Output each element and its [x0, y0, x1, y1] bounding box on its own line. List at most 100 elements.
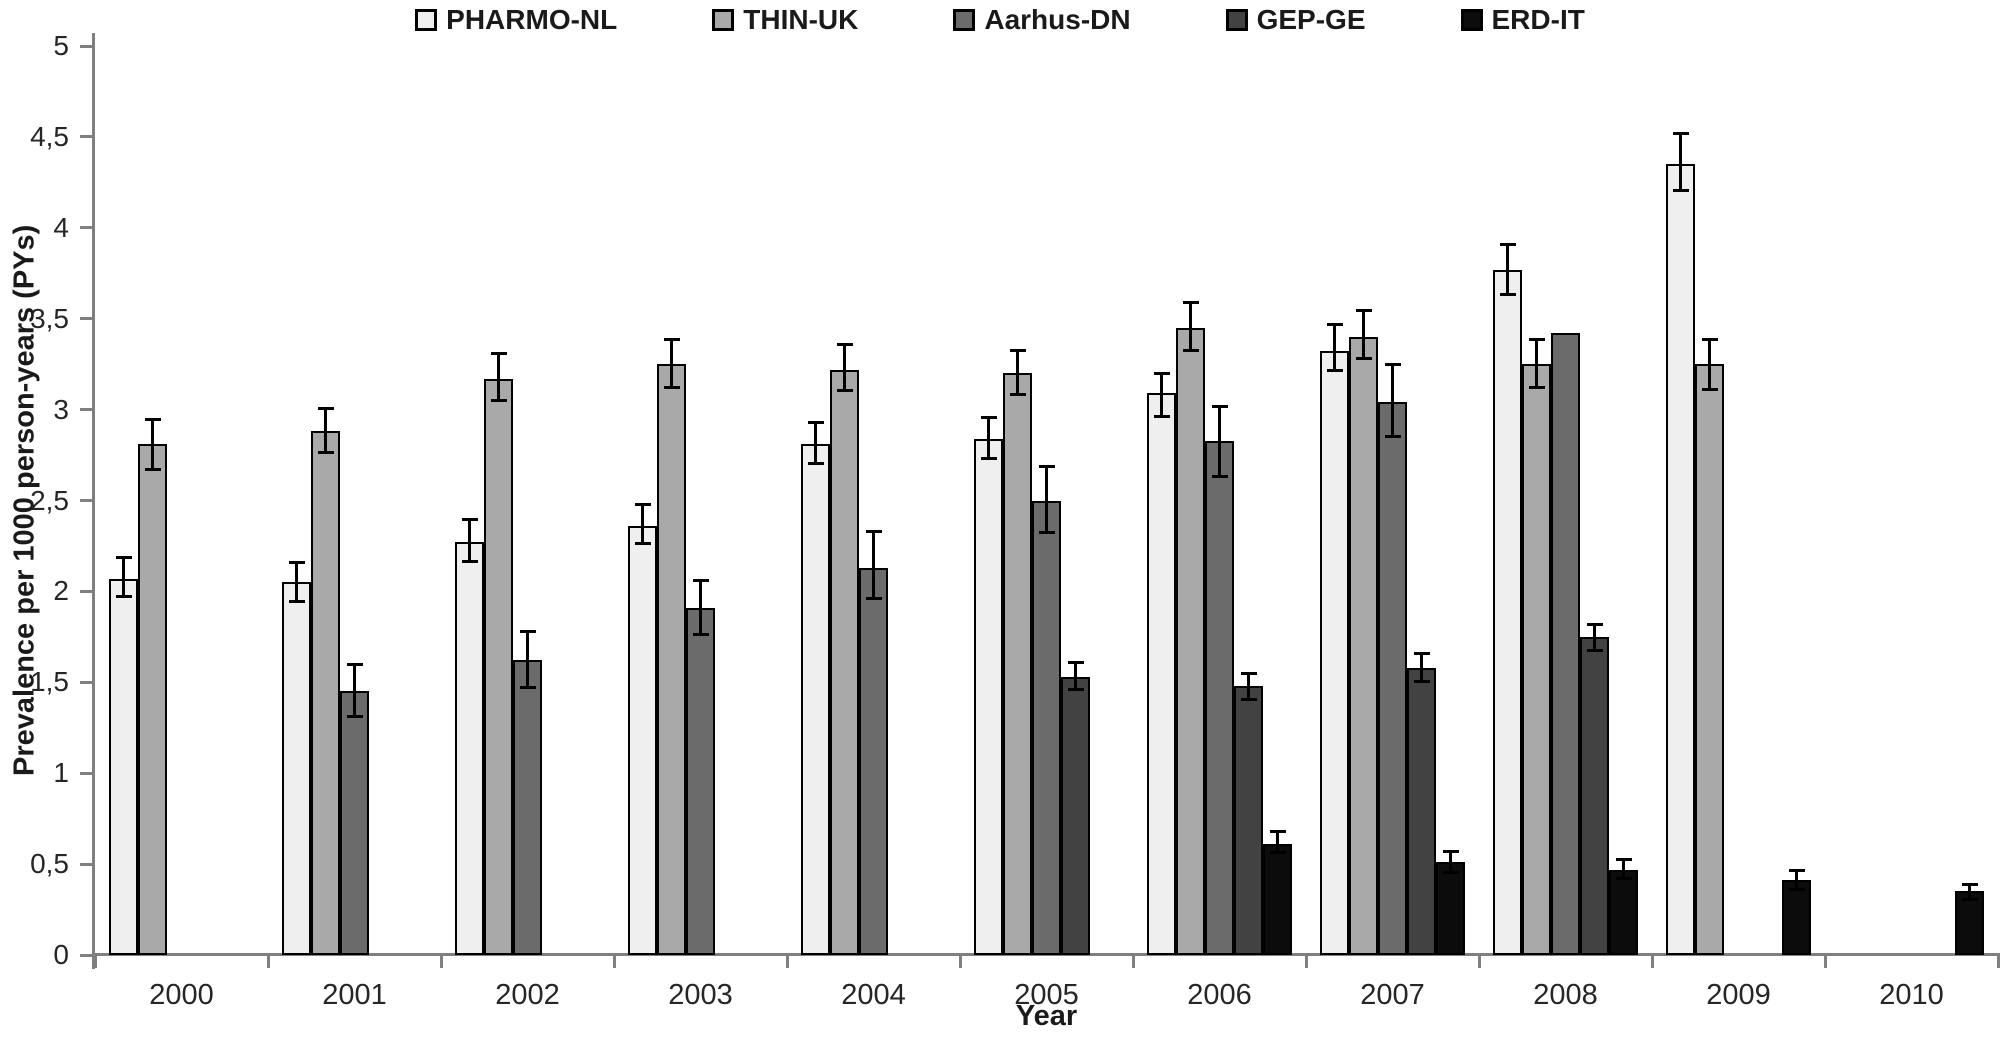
- y-tick: [80, 862, 92, 866]
- bar-THIN-UK-2001: [311, 431, 340, 955]
- bar-PHARMO-NL-2000: [109, 578, 138, 955]
- y-tick-label: 4: [53, 211, 69, 243]
- legend-label: Aarhus-DN: [984, 4, 1131, 35]
- errorbar-line-THIN-UK-2008: [1535, 338, 1538, 388]
- bar-PHARMO-NL-2006: [1147, 393, 1176, 955]
- bar-PHARMO-NL-2002: [455, 542, 484, 955]
- bar-THIN-UK-2002: [484, 378, 513, 955]
- y-tick-label: 0: [53, 939, 69, 970]
- errorbar-cap-bottom-PHARMO-NL-2008: [1499, 293, 1516, 297]
- bar-PHARMO-NL-2003: [628, 525, 657, 955]
- x-tick: [612, 956, 616, 968]
- bar-Aarhus-DN-2003: [686, 607, 715, 955]
- bar-ERD-IT-2007: [1436, 862, 1465, 955]
- errorbar-cap-top-PHARMO-NL-2004: [807, 421, 824, 425]
- errorbar-line-GEP-GE-2008: [1593, 624, 1596, 652]
- legend-item-PHARMO-NL: PHARMO-NL: [415, 4, 617, 36]
- y-tick-label: 4,5: [30, 120, 69, 152]
- y-tick-label: 1,5: [30, 666, 69, 698]
- errorbar-cap-top-PHARMO-NL-2009: [1672, 132, 1689, 136]
- errorbar-line-ERD-IT-2007: [1449, 851, 1452, 874]
- errorbar-cap-top-THIN-UK-2004: [836, 343, 853, 347]
- errorbar-cap-bottom-PHARMO-NL-2000: [115, 594, 132, 598]
- errorbar-line-THIN-UK-2004: [843, 344, 846, 392]
- errorbar-cap-top-ERD-IT-2010: [1961, 883, 1978, 887]
- errorbar-cap-bottom-Aarhus-DN-2004: [865, 596, 882, 600]
- y-tick: [80, 499, 92, 502]
- x-tick: [93, 956, 97, 968]
- x-tick-label: 2004: [841, 979, 906, 1011]
- legend-label: THIN-UK: [743, 4, 859, 35]
- y-tick: [80, 408, 92, 412]
- errorbar-line-ERD-IT-2009: [1795, 869, 1798, 890]
- errorbar-line-Aarhus-DN-2007: [1391, 364, 1394, 437]
- errorbar-cap-bottom-Aarhus-DN-2003: [692, 633, 709, 637]
- errorbar-line-Aarhus-DN-2003: [699, 580, 702, 636]
- legend-item-Aarhus-DN: Aarhus-DN: [953, 4, 1131, 36]
- errorbar-cap-bottom-THIN-UK-2001: [317, 451, 334, 455]
- y-tick-label: 0,5: [30, 848, 69, 880]
- errorbar-line-Aarhus-DN-2006: [1218, 405, 1221, 477]
- legend-swatch-GEP-GE: [1225, 9, 1248, 31]
- x-tick-label: 2005: [1014, 979, 1079, 1011]
- errorbar-cap-bottom-ERD-IT-2006: [1269, 851, 1286, 855]
- errorbar-cap-top-GEP-GE-2008: [1586, 623, 1603, 627]
- y-tick: [80, 771, 92, 775]
- y-tick: [80, 135, 92, 139]
- errorbar-cap-top-PHARMO-NL-2008: [1499, 243, 1516, 247]
- errorbar-line-THIN-UK-2003: [670, 338, 673, 388]
- errorbar-cap-top-THIN-UK-2006: [1182, 301, 1199, 305]
- errorbar-cap-bottom-GEP-GE-2008: [1586, 649, 1603, 653]
- errorbar-cap-top-PHARMO-NL-2007: [1326, 323, 1343, 327]
- errorbar-cap-bottom-PHARMO-NL-2003: [634, 542, 651, 546]
- y-tick: [80, 680, 92, 684]
- errorbar-cap-bottom-GEP-GE-2007: [1413, 680, 1430, 684]
- x-tick-label: 2009: [1706, 979, 1771, 1011]
- legend-label: ERD-IT: [1491, 4, 1585, 35]
- legend-item-THIN-UK: THIN-UK: [712, 4, 858, 36]
- errorbar-cap-bottom-THIN-UK-2005: [1009, 393, 1026, 397]
- errorbar-line-PHARMO-NL-2002: [468, 518, 471, 563]
- errorbar-cap-top-ERD-IT-2009: [1788, 868, 1805, 872]
- errorbar-cap-bottom-PHARMO-NL-2002: [461, 560, 478, 564]
- bar-THIN-UK-2008: [1522, 364, 1551, 955]
- errorbar-line-PHARMO-NL-2007: [1333, 324, 1336, 372]
- errorbar-cap-top-THIN-UK-2005: [1009, 348, 1026, 352]
- errorbar-line-THIN-UK-2005: [1016, 349, 1019, 396]
- bar-Aarhus-DN-2008: [1551, 333, 1580, 955]
- x-tick: [958, 956, 962, 968]
- errorbar-cap-top-THIN-UK-2002: [490, 352, 507, 356]
- errorbar-cap-top-ERD-IT-2008: [1615, 857, 1632, 861]
- errorbar-cap-bottom-GEP-GE-2005: [1067, 687, 1084, 691]
- bar-THIN-UK-2007: [1349, 336, 1378, 955]
- bar-GEP-GE-2008: [1580, 636, 1609, 955]
- errorbar-line-ERD-IT-2008: [1622, 858, 1625, 879]
- bar-PHARMO-NL-2008: [1493, 269, 1522, 955]
- x-tick-label: 2006: [1187, 979, 1252, 1011]
- bar-Aarhus-DN-2004: [859, 567, 888, 955]
- x-tick-label: 2008: [1533, 979, 1598, 1011]
- errorbar-line-Aarhus-DN-2001: [353, 664, 356, 717]
- bar-PHARMO-NL-2009: [1666, 164, 1695, 955]
- bar-THIN-UK-2009: [1695, 364, 1724, 955]
- errorbar-cap-bottom-THIN-UK-2002: [490, 398, 507, 402]
- errorbar-line-THIN-UK-2006: [1189, 302, 1192, 352]
- x-axis-title: Year: [1015, 1000, 1078, 1032]
- y-tick: [80, 226, 92, 230]
- errorbar-line-Aarhus-DN-2002: [526, 631, 529, 688]
- x-tick-label: 2003: [668, 979, 733, 1011]
- bar-ERD-IT-2009: [1782, 880, 1811, 955]
- x-tick: [1650, 956, 1654, 968]
- errorbar-line-GEP-GE-2005: [1074, 662, 1077, 690]
- errorbar-cap-top-ERD-IT-2007: [1442, 850, 1459, 854]
- errorbar-cap-bottom-PHARMO-NL-2004: [807, 462, 824, 466]
- errorbar-line-THIN-UK-2007: [1362, 309, 1365, 359]
- errorbar-line-GEP-GE-2007: [1420, 653, 1423, 683]
- errorbar-line-THIN-UK-2000: [151, 418, 154, 470]
- errorbar-cap-bottom-THIN-UK-2007: [1355, 356, 1372, 360]
- y-tick: [80, 953, 92, 957]
- legend-swatch-PHARMO-NL: [415, 9, 438, 31]
- errorbar-cap-top-PHARMO-NL-2005: [980, 415, 997, 419]
- errorbar-line-PHARMO-NL-2006: [1160, 373, 1163, 417]
